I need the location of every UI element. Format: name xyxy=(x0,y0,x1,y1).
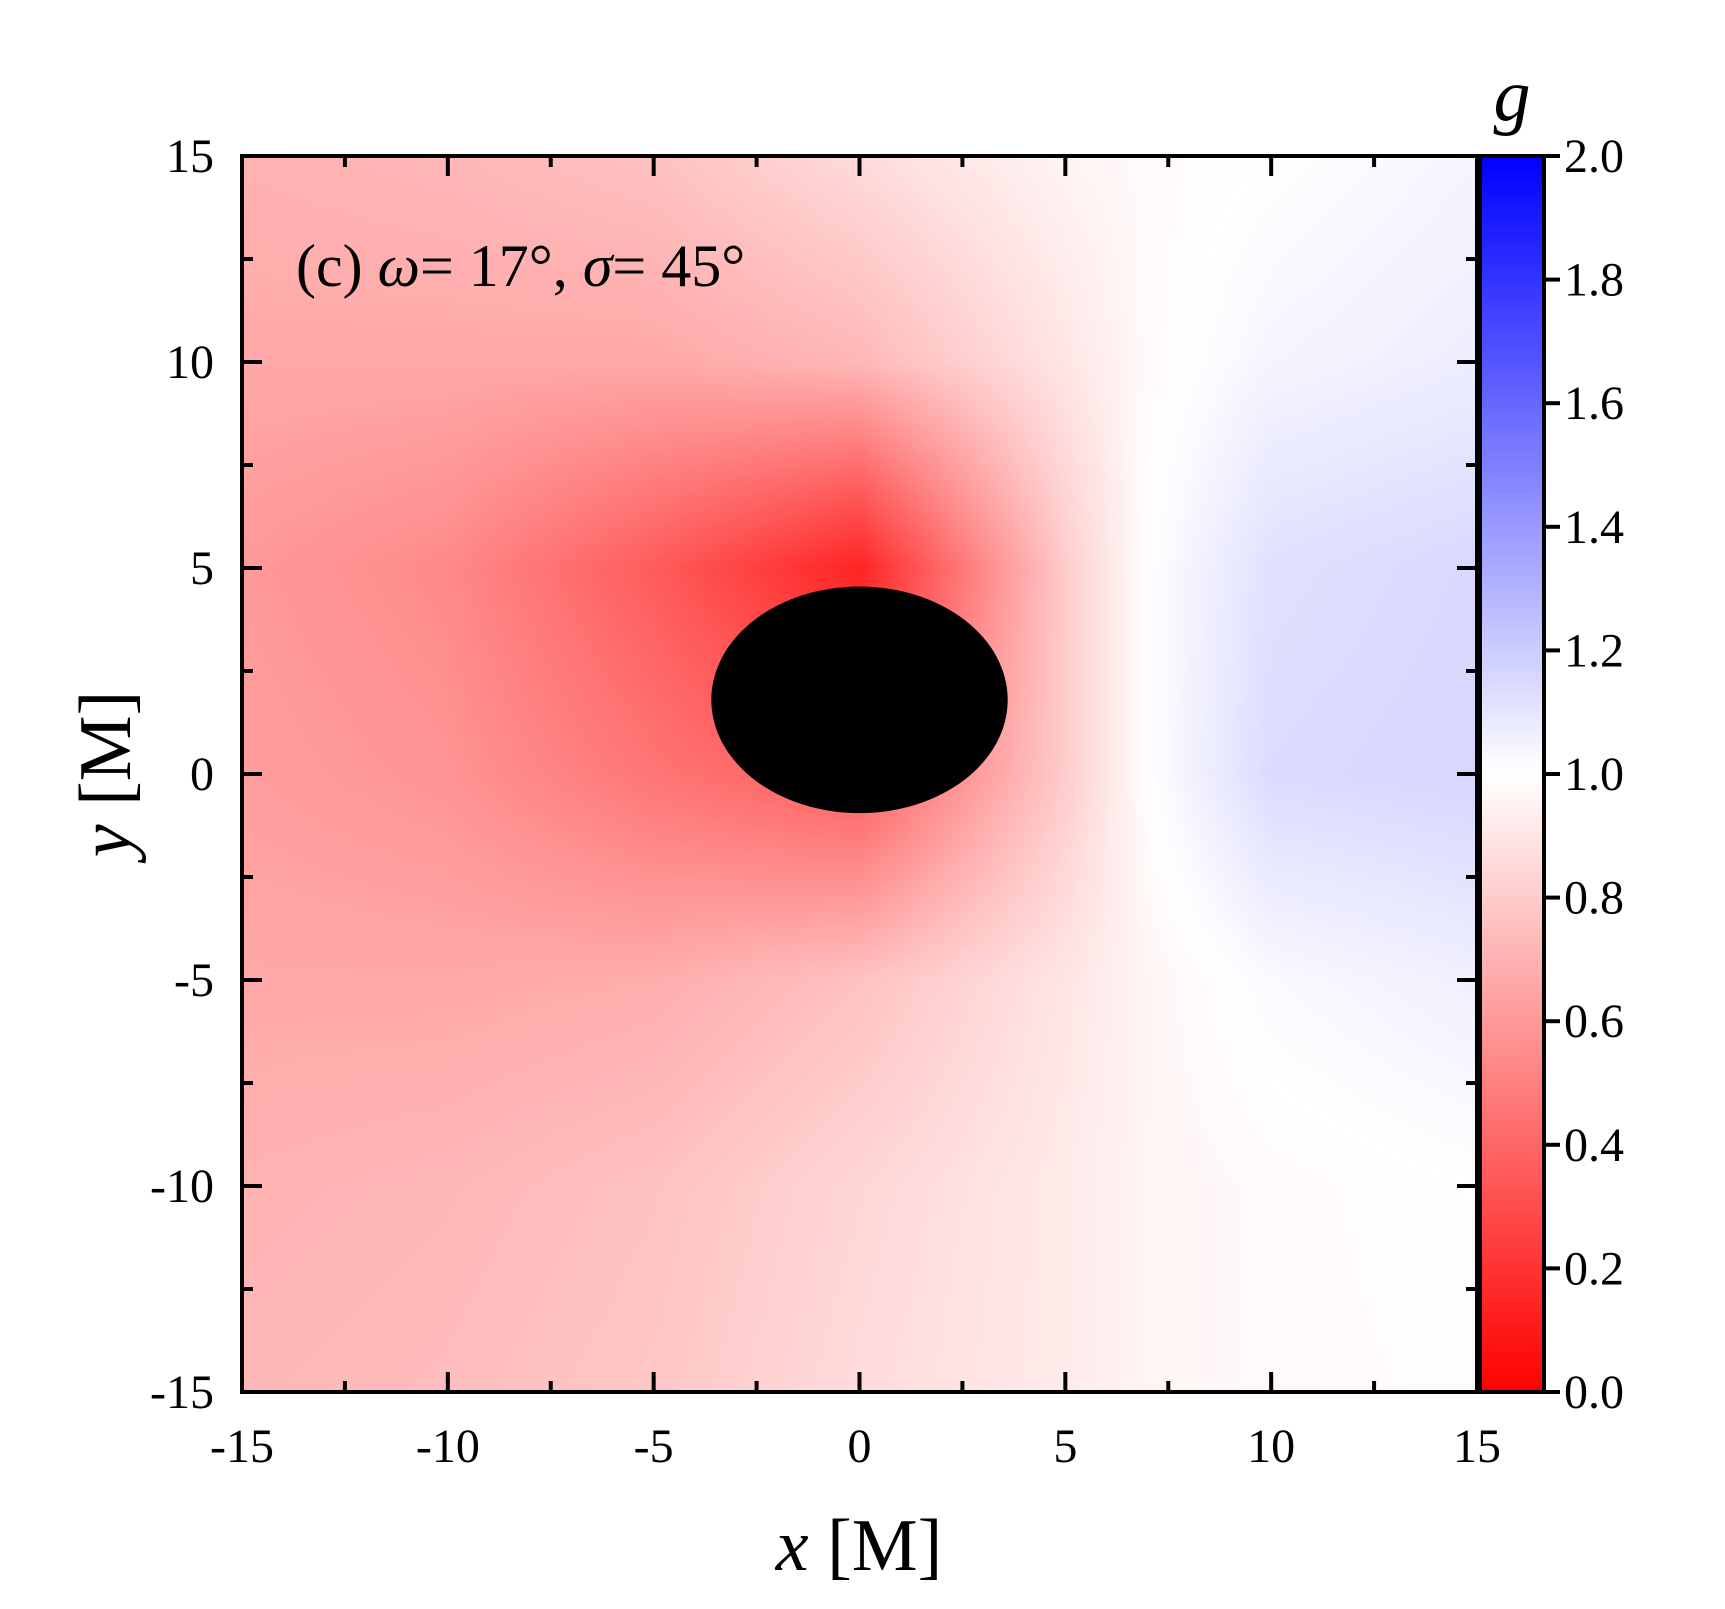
x-tick-label: 10 xyxy=(1247,1420,1295,1473)
colorbar-tick-label: 0.4 xyxy=(1564,1119,1624,1172)
colorbar-ticks: 0.0 0.2 0.4 0.6 0.8 1.0 1.2 1.4 1.6 1.8 2.0 xyxy=(1544,130,1624,1419)
black-hole-shadow xyxy=(711,586,1008,814)
x-tick-label: 5 xyxy=(1053,1420,1077,1473)
y-tick-label: -5 xyxy=(174,954,214,1007)
x-tick-label: -10 xyxy=(416,1420,480,1473)
colorbar-tick-label: 1.2 xyxy=(1564,624,1624,677)
y-axis-label: y [M] xyxy=(65,691,147,864)
colorbar-tick-label: 1.4 xyxy=(1564,501,1624,554)
y-axis-ticks: -15 -10 -5 0 5 10 15 xyxy=(150,130,1477,1419)
colorbar: 0.0 0.2 0.4 0.6 0.8 1.0 1.2 1.4 1.6 1.8 2.0 g xyxy=(1478,55,1624,1419)
colorbar-tick-label: 1.6 xyxy=(1564,377,1624,430)
y-tick-label: 5 xyxy=(190,542,214,595)
panel-annotation: (c) ω= 17°, σ= 45° xyxy=(296,233,745,299)
y-tick-label: 15 xyxy=(166,130,214,183)
x-axis-label: x [M] xyxy=(775,1505,942,1587)
x-tick-label: -5 xyxy=(634,1420,674,1473)
colorbar-tick-label: 1.0 xyxy=(1564,748,1624,801)
plot-area: -15 -10 -5 0 5 10 15 -15 -10 -5 0 5 10 15 xyxy=(150,130,1501,1473)
colorbar-tick-label: 0.2 xyxy=(1564,1242,1624,1295)
colorbar-tick-label: 0.8 xyxy=(1564,872,1624,925)
y-tick-label: 10 xyxy=(166,336,214,389)
y-tick-label: 0 xyxy=(190,748,214,801)
colorbar-label: g xyxy=(1494,55,1531,137)
y-tick-label: -10 xyxy=(150,1160,214,1213)
colorbar-tick-label: 0.6 xyxy=(1564,995,1624,1048)
x-axis-ticks: -15 -10 -5 0 5 10 15 xyxy=(210,156,1501,1473)
x-tick-label: -15 xyxy=(210,1420,274,1473)
x-tick-label: 15 xyxy=(1453,1420,1501,1473)
colorbar-tick-label: 2.0 xyxy=(1564,130,1624,183)
y-tick-label: -15 xyxy=(150,1366,214,1419)
colorbar-tick-label: 1.8 xyxy=(1564,254,1624,307)
colorbar-tick-label: 0.0 xyxy=(1564,1366,1624,1419)
colorbar-gradient xyxy=(1478,154,1546,1394)
x-tick-label: 0 xyxy=(848,1420,872,1473)
